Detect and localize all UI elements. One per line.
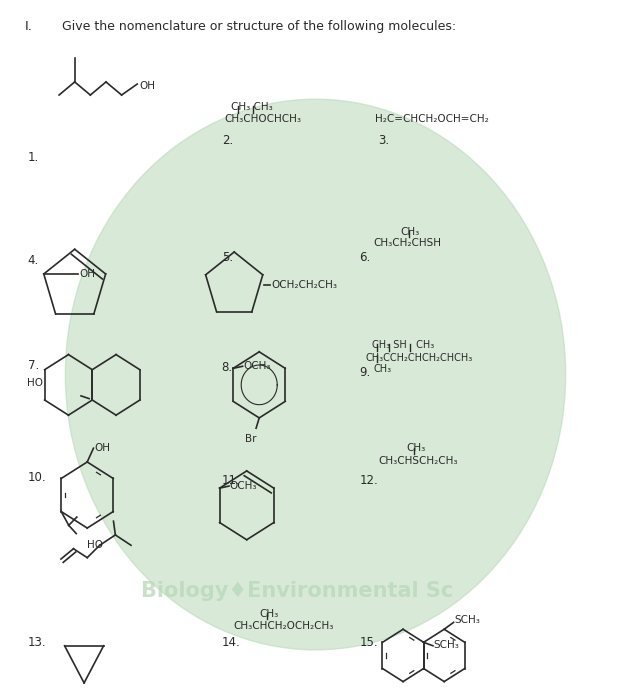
Text: I.: I. [25,20,33,33]
Text: 9.: 9. [359,366,370,380]
Text: OCH₂CH₂CH₃: OCH₂CH₂CH₃ [271,280,337,290]
Text: 8.: 8. [221,361,233,374]
Text: H₂C=CHCH₂OCH=CH₂: H₂C=CHCH₂OCH=CH₂ [375,115,488,124]
Text: 11.: 11. [221,475,240,487]
Text: OH: OH [80,269,95,279]
Text: Give the nomenclature or structure of the following molecules:: Give the nomenclature or structure of th… [62,20,456,33]
Text: CH₃CH₂CHSH: CH₃CH₂CHSH [373,238,441,248]
Text: CH₃CHOCHCH₃: CH₃CHOCHCH₃ [225,115,302,124]
Text: OH: OH [95,443,110,452]
Circle shape [66,99,565,650]
Text: CH₃CCH₂CHCH₂CHCH₃: CH₃CCH₂CHCH₂CHCH₃ [365,353,473,362]
Text: 15.: 15. [359,636,378,649]
Text: OH: OH [139,81,155,91]
Text: CH₃: CH₃ [259,609,278,618]
Text: 1.: 1. [28,151,39,164]
Text: Biology♦Environmental Sc: Biology♦Environmental Sc [141,582,453,602]
Text: HO: HO [27,378,42,388]
Text: CH₃: CH₃ [406,443,425,453]
Text: 3.: 3. [378,133,389,146]
Text: OCH₃: OCH₃ [230,481,257,491]
Text: 6.: 6. [359,251,370,264]
Text: CH₃CHSCH₂CH₃: CH₃CHSCH₂CH₃ [378,456,457,466]
Text: CH₃ SH   CH₃: CH₃ SH CH₃ [372,340,434,350]
Text: 5.: 5. [221,251,233,264]
Text: SCH₃: SCH₃ [433,641,459,650]
Text: 7.: 7. [28,359,39,373]
Text: 13.: 13. [28,636,47,649]
Text: 4.: 4. [28,254,39,267]
Text: CH₃: CH₃ [373,364,391,373]
Text: CH₃CHCH₂OCH₂CH₃: CH₃CHCH₂OCH₂CH₃ [233,621,333,631]
Text: 12.: 12. [359,475,378,487]
Text: 2.: 2. [221,133,233,146]
Text: CH₃ CH₃: CH₃ CH₃ [231,102,273,112]
Text: 10.: 10. [28,471,47,484]
Text: Br: Br [245,434,257,444]
Text: 14.: 14. [221,636,240,649]
Text: CH₃: CH₃ [400,226,419,237]
Text: OCH₃: OCH₃ [243,362,271,371]
Text: SCH₃: SCH₃ [454,616,480,625]
Text: HO: HO [87,540,103,550]
